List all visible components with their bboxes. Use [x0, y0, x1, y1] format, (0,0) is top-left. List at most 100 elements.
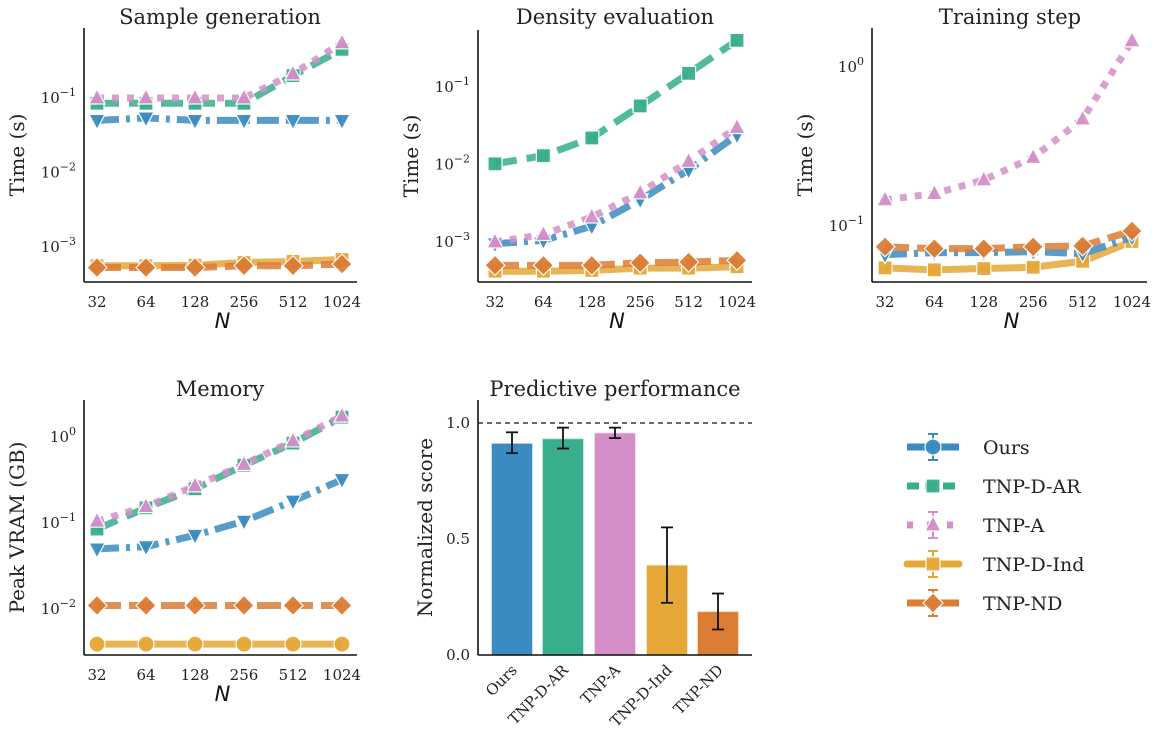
x-tick-label: 256 — [626, 293, 655, 311]
data-point — [484, 254, 506, 277]
x-axis-label: N — [609, 309, 625, 333]
x-tick-label: 1024 — [718, 293, 756, 311]
data-point — [976, 260, 992, 277]
bar-tnp-d-ar — [542, 438, 584, 656]
data-point — [535, 148, 552, 164]
series-ours — [87, 111, 352, 131]
data-point — [235, 454, 253, 472]
y-tick-label: 100 — [50, 425, 76, 446]
data-point — [729, 32, 745, 48]
series-line — [495, 263, 738, 275]
x-tick-label: 32 — [485, 293, 504, 311]
x-tick-label: 128 — [181, 666, 210, 684]
tick-exponent: −3 — [60, 235, 76, 248]
legend-item-tnp-a: TNP-A — [907, 511, 1044, 539]
data-point — [486, 231, 504, 249]
data-point — [632, 98, 648, 114]
data-point — [186, 528, 204, 546]
series-line — [494, 37, 739, 168]
data-point — [534, 224, 553, 242]
tick-base: 10 — [435, 78, 454, 96]
y-axis-label: Peak VRAM (GB) — [5, 442, 29, 614]
data-point — [137, 87, 155, 105]
series-tnp-d-ar — [487, 32, 745, 172]
tick-exponent: −2 — [454, 153, 470, 166]
x-tick-label: 64 — [136, 666, 155, 684]
tick-base: 10 — [838, 58, 857, 76]
x-tick-label: 1024 — [323, 293, 361, 311]
data-point — [333, 405, 351, 423]
legend-marker-square-icon — [925, 556, 941, 572]
y-tick-label: 10−3 — [435, 230, 470, 251]
data-point — [284, 63, 302, 81]
data-point — [876, 189, 894, 207]
series-tnp-a — [88, 32, 351, 105]
y-axis-label: Time (s) — [793, 114, 817, 197]
x-tick-label: 256 — [230, 666, 259, 684]
x-tick-label: 64 — [136, 293, 155, 311]
data-point — [680, 65, 697, 81]
bar-ours — [491, 443, 533, 656]
data-point — [137, 540, 155, 557]
tick-base: 10 — [41, 514, 60, 532]
data-point — [1073, 108, 1092, 126]
y-tick-label: 10−1 — [829, 214, 864, 235]
legend-label: TNP-ND — [983, 593, 1062, 615]
tick-exponent: −2 — [60, 161, 76, 174]
data-point — [235, 87, 253, 105]
series-line — [884, 238, 1134, 274]
data-point — [185, 113, 205, 131]
tick-base: 10 — [50, 428, 69, 446]
y-tick-label: 10−1 — [435, 75, 470, 96]
data-point — [1121, 220, 1143, 242]
x-tick-label: TNP-A — [577, 661, 624, 708]
series-line — [495, 256, 738, 269]
panel-memory: Memory Peak VRAM (GB) N 32 64 128 256 512 1024 10… — [5, 377, 361, 706]
panel-predictive-performance: Predictive performance Normalized score 0.… — [413, 377, 752, 730]
legend-label: Ours — [983, 437, 1030, 459]
x-axis-label: N — [215, 682, 231, 706]
y-tick-label: 10−3 — [41, 235, 76, 256]
legend-marker-diamond-icon — [922, 592, 944, 614]
data-point — [186, 635, 204, 653]
x-tick-label: 64 — [925, 293, 944, 311]
legend-label: TNP-D-AR — [983, 476, 1081, 498]
x-tick-label: 256 — [1019, 293, 1048, 311]
y-tick-label: 0.0 — [446, 646, 470, 664]
data-point — [728, 117, 746, 135]
y-tick-label: 10−2 — [41, 161, 76, 182]
data-point — [580, 254, 603, 277]
data-point — [235, 514, 253, 532]
tick-base: 10 — [41, 238, 60, 256]
series-line — [96, 412, 344, 525]
series-tnp-nd — [86, 594, 353, 617]
data-point — [677, 251, 700, 273]
x-tick-label: Ours — [482, 661, 521, 700]
data-point — [284, 494, 302, 512]
data-point — [234, 113, 254, 131]
data-point — [233, 594, 255, 617]
y-tick-label: 1.0 — [446, 414, 470, 432]
data-point — [926, 262, 943, 278]
data-point — [333, 472, 351, 490]
data-point — [629, 251, 652, 274]
data-point — [88, 542, 106, 560]
y-tick-label: 10−1 — [41, 511, 76, 532]
series-ours — [875, 230, 1141, 265]
data-point — [1025, 259, 1041, 275]
data-point — [1071, 235, 1094, 257]
data-point — [284, 430, 302, 448]
x-tick-label: 1024 — [1113, 293, 1151, 311]
x-tick-label: 128 — [181, 293, 210, 311]
tick-exponent: 0 — [69, 425, 76, 438]
series-line — [96, 476, 344, 553]
series-tnp-nd — [86, 253, 353, 279]
data-point — [582, 206, 601, 224]
panel-density-evaluation: Density evaluation Time (s) N 32 64 128 256 512… — [399, 5, 756, 333]
data-point — [923, 237, 946, 260]
data-point — [284, 635, 302, 653]
x-axis-label: N — [215, 309, 231, 333]
legend-marker-circle-icon — [924, 438, 942, 456]
series-tnp-d-ar — [89, 409, 350, 537]
x-tick-label: 32 — [875, 293, 894, 311]
